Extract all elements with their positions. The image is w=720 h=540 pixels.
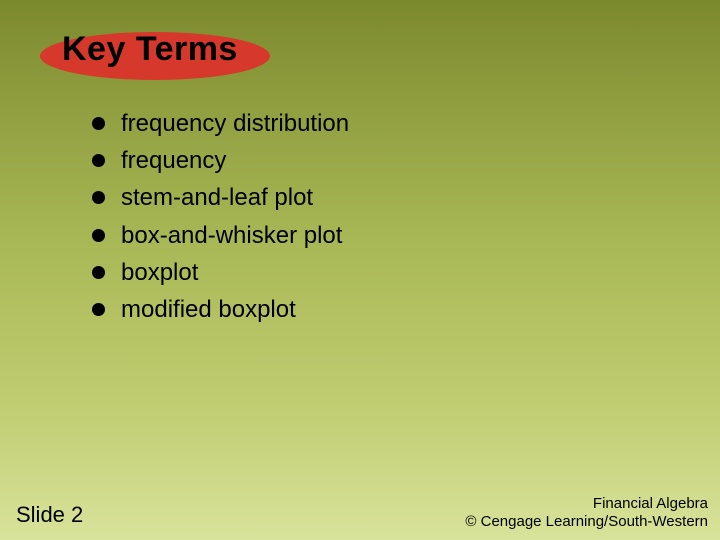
footer-brand: Financial Algebra © Cengage Learning/Sou… <box>465 495 708 533</box>
term-text: frequency <box>121 145 226 176</box>
bullet-icon <box>92 266 105 279</box>
bullet-icon <box>92 117 105 130</box>
term-text: modified boxplot <box>121 294 296 325</box>
slide-title: Key Terms <box>46 30 238 69</box>
bullet-icon <box>92 303 105 316</box>
bullet-icon <box>92 154 105 167</box>
bullet-icon <box>92 191 105 204</box>
list-item: frequency <box>92 145 349 176</box>
title-block: Key Terms <box>46 30 238 69</box>
list-item: box-and-whisker plot <box>92 220 349 251</box>
terms-list: frequency distribution frequency stem-an… <box>92 108 349 331</box>
list-item: frequency distribution <box>92 108 349 139</box>
slide: Key Terms frequency distribution frequen… <box>0 0 720 540</box>
list-item: modified boxplot <box>92 294 349 325</box>
bullet-icon <box>92 229 105 242</box>
list-item: boxplot <box>92 257 349 288</box>
term-text: frequency distribution <box>121 108 349 139</box>
slide-number: Slide 2 <box>16 502 83 528</box>
term-text: box-and-whisker plot <box>121 220 342 251</box>
footer-brand-line1: Financial Algebra <box>465 495 708 514</box>
term-text: boxplot <box>121 257 198 288</box>
list-item: stem-and-leaf plot <box>92 182 349 213</box>
footer-brand-line2: © Cengage Learning/South-Western <box>465 513 708 532</box>
term-text: stem-and-leaf plot <box>121 182 313 213</box>
